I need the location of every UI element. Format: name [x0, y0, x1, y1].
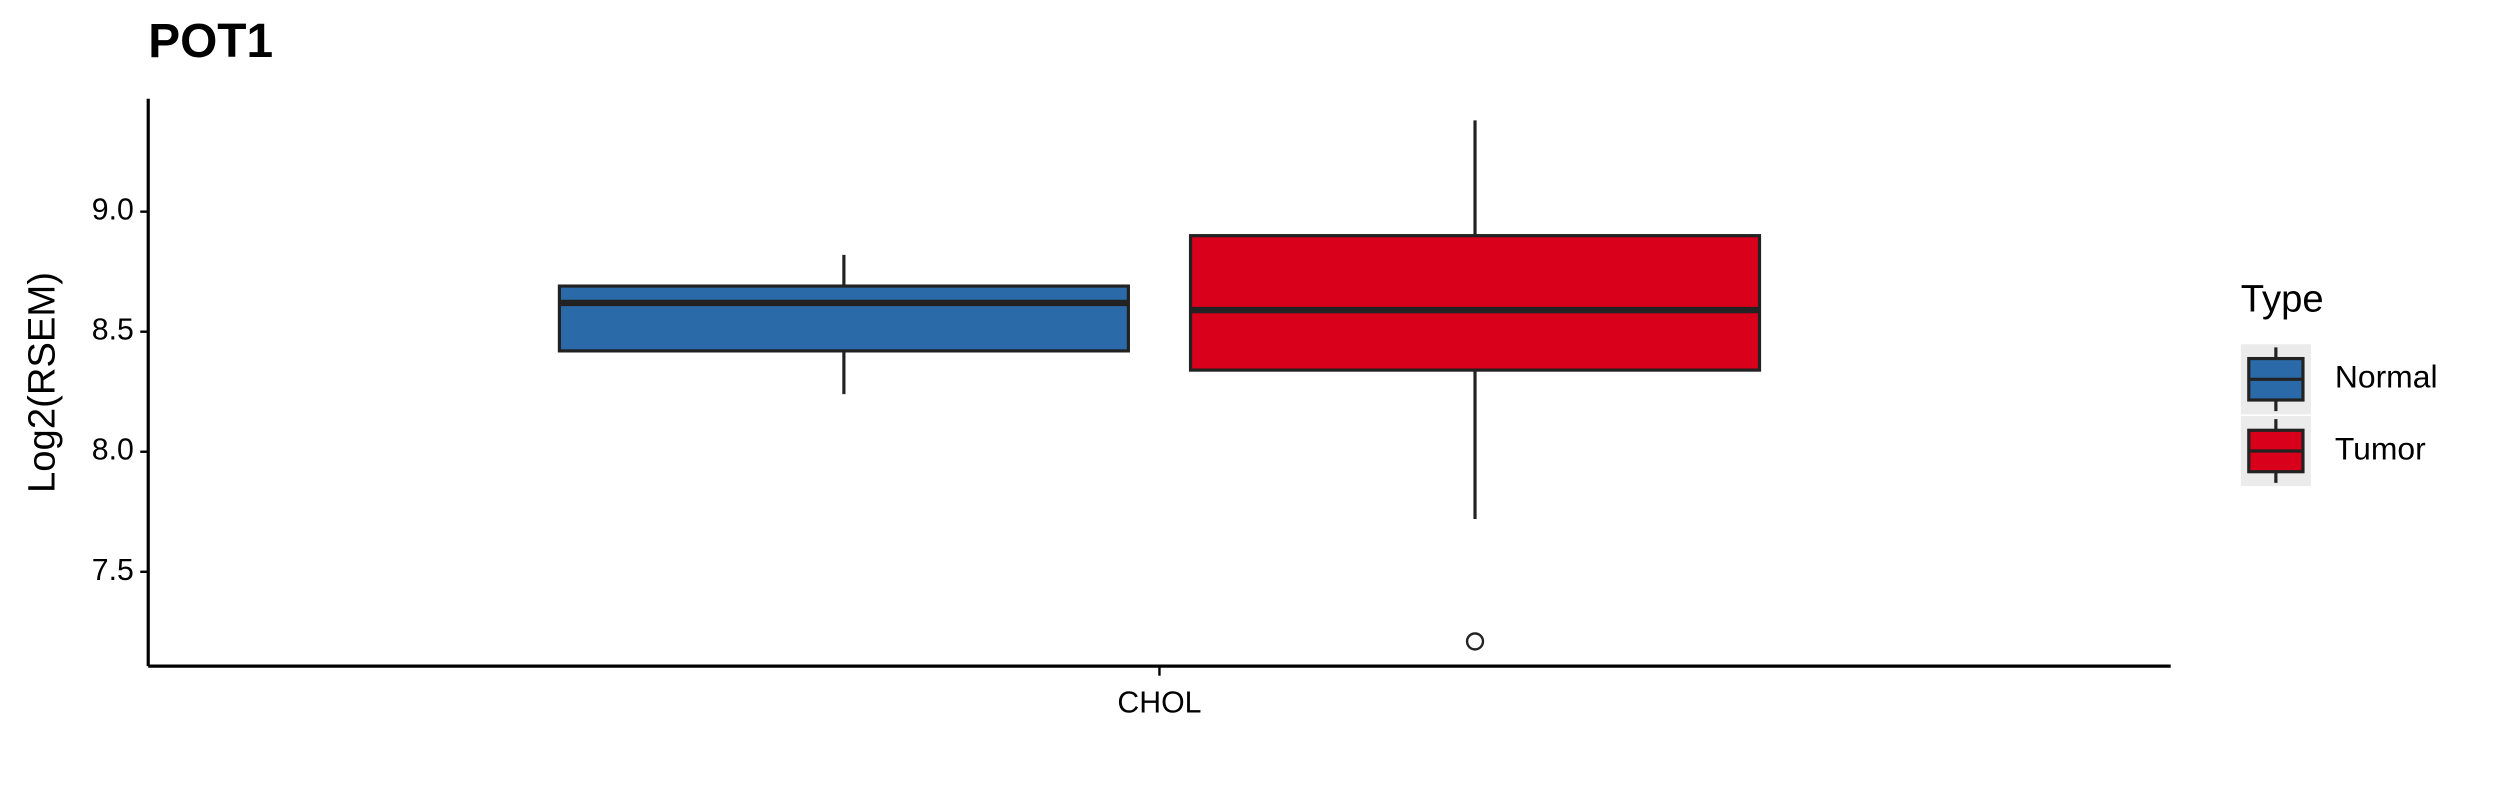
- outlier: [1465, 632, 1485, 651]
- y-tick-label: 8.0: [92, 434, 134, 467]
- y-tick-label: 9.0: [92, 194, 134, 227]
- legend-label: Tumor: [2335, 430, 2426, 466]
- box: [1188, 234, 1762, 372]
- x-tick-label: CHOL: [1117, 686, 1201, 719]
- box: [557, 284, 1130, 353]
- y-axis-label: Log2(RSEM): [21, 272, 64, 493]
- legend-title: Type: [2241, 277, 2324, 320]
- y-tick-label: 8.5: [92, 314, 134, 347]
- y-tick-label: 7.5: [92, 554, 134, 587]
- legend-label: Normal: [2335, 359, 2438, 395]
- chart-title: POT1: [148, 15, 273, 68]
